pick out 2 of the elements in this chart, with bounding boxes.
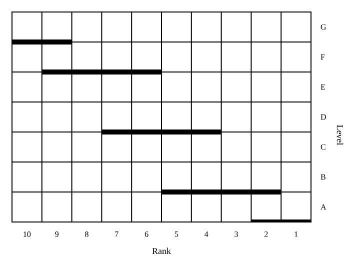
x-axis-title: Rank	[152, 248, 171, 254]
y-axis-title: Level	[336, 125, 344, 146]
